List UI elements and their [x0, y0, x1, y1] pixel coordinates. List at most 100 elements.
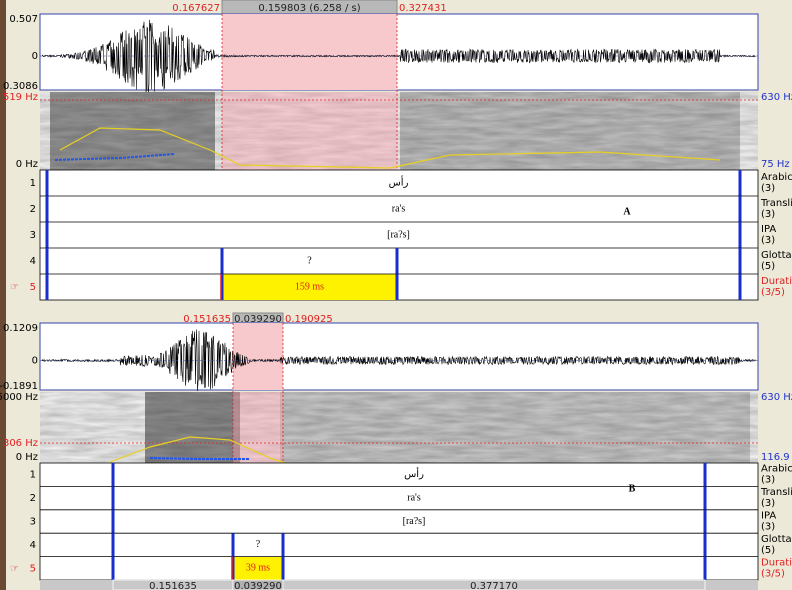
tier-name-label: IPA: [761, 511, 776, 522]
boundary: [703, 533, 707, 557]
boundary: [111, 509, 115, 534]
formant-track: [149, 457, 250, 460]
bottom-ruler-time: 0.151635: [149, 581, 197, 590]
cursor-frequency: 306 Hz: [3, 438, 38, 449]
interval-text: رأس: [389, 175, 409, 188]
tier-name-label: Translit: [760, 487, 792, 498]
waveform-max: 0.507: [9, 14, 38, 25]
boundary: [231, 533, 235, 557]
spectrogram-top-label: 519 Hz: [3, 92, 38, 103]
bottom-ruler-time: 0.039290: [234, 581, 282, 590]
tier-number: 3: [30, 517, 36, 528]
waveform-area: [39, 322, 759, 391]
waveform-selection: [233, 323, 283, 390]
tier-name-label: Duration: [761, 557, 792, 568]
tier-name-label: Translit: [760, 198, 792, 209]
boundary: [738, 170, 742, 196]
boundary: [703, 556, 707, 580]
boundary: [45, 170, 49, 196]
boundary: [220, 274, 224, 300]
boundary: [738, 248, 742, 274]
boundary: [703, 509, 707, 534]
spectrogram-energy: [280, 392, 750, 463]
tier-number: 4: [30, 256, 36, 267]
panel-label: B: [629, 483, 636, 494]
tier-number: 2: [30, 493, 36, 504]
duration-interval: [222, 274, 397, 300]
tier-count: (3/5): [761, 287, 785, 298]
boundary: [395, 274, 399, 300]
pitch-curve: [59, 127, 721, 169]
boundary: [45, 196, 49, 222]
tier-name-label: Glottal: [761, 250, 792, 261]
interval-text: رأس: [404, 467, 424, 480]
bottom-ruler-time: 0.377170: [470, 581, 518, 590]
spectrogram-energy: [145, 392, 240, 463]
tier-count: (3): [761, 235, 775, 246]
pitch-top-label: 630 Hz: [761, 92, 792, 103]
boundary: [281, 556, 285, 580]
tier-name-label: Arabic: [761, 172, 792, 183]
interval-text: ra's: [392, 203, 406, 214]
formant-track: [54, 153, 176, 161]
ruler-left-time: 0.151635: [183, 314, 231, 325]
tier-number: 1: [30, 178, 36, 189]
tier-number: 3: [30, 230, 36, 241]
pitch-bottom-label: 75 Hz: [761, 159, 790, 170]
tier-pointer: ☞: [10, 563, 19, 574]
boundary: [111, 556, 115, 580]
tier-count: (3): [761, 183, 775, 194]
ruler-left-time: 0.167627: [172, 3, 220, 14]
interval-text: ?: [307, 255, 312, 266]
boundary: [231, 556, 235, 580]
waveform-min: 0.3086: [3, 81, 38, 92]
interval-text: 39 ms: [246, 563, 270, 574]
tier-count: (5): [761, 545, 775, 556]
spectrogram-noise: [40, 92, 758, 170]
tier-count: (3/5): [761, 568, 785, 579]
tier-area: [39, 169, 759, 301]
panel-label: A: [623, 206, 631, 217]
bottom-ruler-segment: [282, 579, 706, 590]
tier-number: 2: [30, 204, 36, 215]
interval-text: 159 ms: [295, 281, 324, 292]
waveform-zero: 0: [32, 51, 38, 62]
boundary: [281, 533, 285, 557]
boundary: [45, 222, 49, 248]
waveform: [41, 329, 756, 392]
boundary: [395, 248, 399, 274]
ruler-right-time: 0.327431: [399, 3, 447, 14]
ruler: [40, 313, 758, 323]
boundary: [111, 463, 115, 487]
tier-number: 1: [30, 470, 36, 481]
waveform: [41, 19, 756, 93]
duration-interval: [233, 556, 283, 580]
tier-pointer: ☞: [10, 282, 19, 293]
ruler-selection-duration: 0.039290: [234, 314, 282, 325]
ruler: [40, 0, 758, 14]
ruler-right-time: 0.190925: [285, 314, 333, 325]
pitch-top-label: 630 Hz: [761, 392, 792, 403]
waveform-zero: 0: [32, 356, 38, 367]
boundary: [111, 486, 115, 510]
spectrogram-top-label: 5000 Hz: [0, 392, 38, 403]
spectrogram-selection: [222, 92, 397, 170]
tier-count: (3): [761, 209, 775, 220]
tier-count: (3): [761, 522, 775, 533]
tier-name-label: IPA: [761, 224, 776, 235]
boundary: [703, 486, 707, 510]
tier-count: (5): [761, 261, 775, 272]
boundary: [703, 463, 707, 487]
tier-name-label: Glottal: [761, 534, 792, 545]
spectrogram-bottom-label: 0 Hz: [16, 452, 38, 463]
ruler-selection-duration: 0.159803 (6.258 / s): [258, 3, 360, 14]
tier-name-label: Duration: [761, 276, 792, 287]
boundary: [738, 196, 742, 222]
pitch-bottom-label: 116.9 Hz: [761, 452, 792, 463]
interval-text: ra's: [407, 492, 421, 503]
boundary: [111, 533, 115, 557]
boundary: [45, 274, 49, 300]
boundary: [738, 222, 742, 248]
